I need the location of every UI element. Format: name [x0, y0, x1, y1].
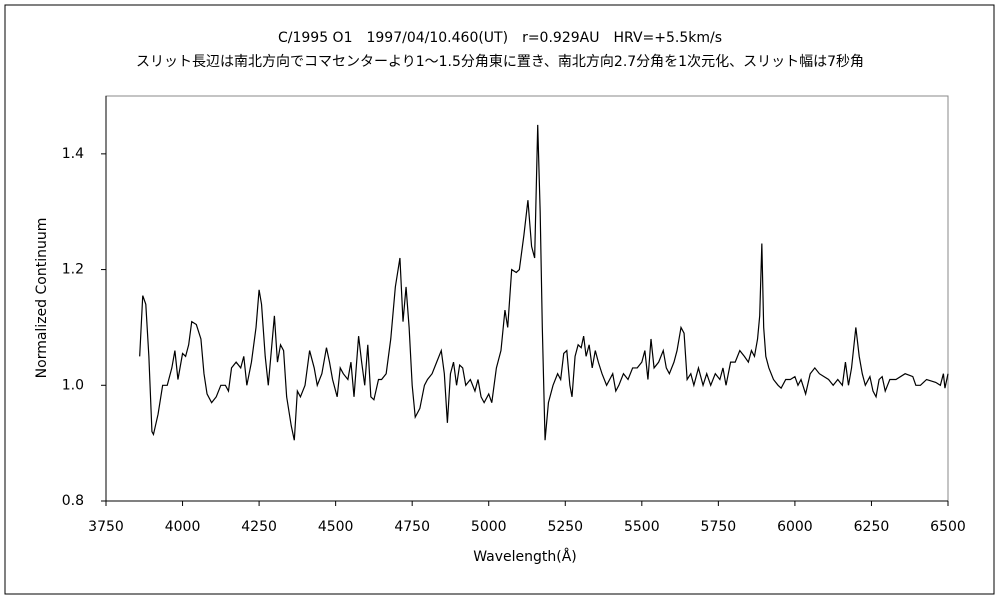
x-tick-label: 5000 [471, 519, 507, 535]
x-tick-label: 6250 [854, 519, 890, 535]
y-tick-label: 0.8 [62, 493, 84, 509]
chart-subtitle: スリット長辺は南北方向でコマセンターより1～1.5分角東に置き、南北方向2.7分… [136, 54, 864, 70]
x-tick-label: 4250 [241, 519, 277, 535]
chart-title: C/1995 O1 1997/04/10.460(UT) r=0.929AU H… [278, 30, 722, 46]
y-axis-label: Normalized Continuum [34, 218, 50, 379]
x-tick-label: 5250 [547, 519, 583, 535]
x-tick-label: 4750 [394, 519, 430, 535]
x-axis-label: Wavelength(Å) [473, 548, 577, 565]
x-tick-label: 6500 [930, 519, 966, 535]
y-tick-label: 1.2 [62, 262, 84, 278]
chart-border [4, 4, 995, 595]
x-tick-label: 4500 [318, 519, 354, 535]
x-tick-label: 6000 [777, 519, 813, 535]
x-tick-label: 4000 [165, 519, 201, 535]
x-tick-label: 3750 [88, 519, 124, 535]
x-tick-label: 5750 [701, 519, 737, 535]
y-tick-label: 1.4 [62, 146, 84, 162]
y-tick-label: 1.0 [62, 377, 84, 393]
x-tick-label: 5500 [624, 519, 660, 535]
spectrum-line [139, 124, 949, 441]
